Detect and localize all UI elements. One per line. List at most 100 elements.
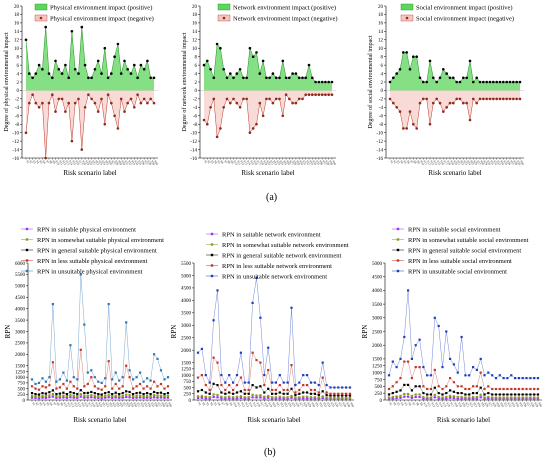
data-point <box>239 396 242 400</box>
data-point <box>232 388 235 392</box>
y-tick-label: 1250 <box>372 365 383 370</box>
data-point <box>494 396 498 399</box>
data-point <box>97 396 100 399</box>
series-line <box>203 43 332 83</box>
data-point <box>433 386 436 389</box>
x-tick-label: S25 <box>480 402 486 409</box>
y-tick-label: 3500 <box>181 312 192 317</box>
data-point <box>216 361 219 364</box>
data-point <box>290 387 293 390</box>
x-tick-label: S32 <box>318 402 324 409</box>
legend-label: RPN in suitable network environment <box>222 232 321 239</box>
data-point <box>73 68 77 71</box>
legend-label: RPN in general suitable physical environ… <box>37 248 157 255</box>
x-tick-label: S2 <box>28 160 33 165</box>
data-point <box>533 387 536 391</box>
y-tick-label: -14 <box>190 148 197 153</box>
data-point <box>475 101 479 105</box>
y-tick-label: 1250 <box>15 370 26 375</box>
data-point <box>204 374 207 377</box>
data-point <box>220 374 223 377</box>
data-point <box>464 396 467 399</box>
data-point <box>313 388 316 392</box>
y-tick-label: 5000 <box>15 285 26 290</box>
data-point <box>403 335 406 339</box>
data-point <box>106 76 110 80</box>
x-tick-label: S3 <box>210 160 215 165</box>
x-tick-label: S11 <box>66 402 72 409</box>
data-point <box>93 396 96 399</box>
data-point <box>62 391 65 394</box>
x-tick-label: S2 <box>201 402 206 407</box>
data-point <box>215 135 219 139</box>
data-point <box>324 80 327 84</box>
x-tick-label: S12 <box>69 402 75 409</box>
data-point <box>125 395 128 399</box>
x-tick-label: S27 <box>122 402 128 409</box>
data-point <box>251 351 254 354</box>
data-point <box>442 68 445 71</box>
y-tick-label: 250 <box>184 393 192 398</box>
y-tick-label: 16 <box>378 22 384 27</box>
x-tick-label: S29 <box>129 402 135 409</box>
legend-label: RPN in less suitable physical environmen… <box>37 258 148 265</box>
data-point <box>290 306 293 309</box>
data-point <box>462 76 465 80</box>
legend-marker <box>210 274 214 278</box>
data-point <box>294 72 298 75</box>
data-point <box>330 80 334 84</box>
x-tick-label: S17 <box>442 160 448 167</box>
y-tick-label: 18 <box>14 13 20 18</box>
x-tick-label: S1 <box>31 402 36 407</box>
y-axis-title: Degree of network environmental impact <box>181 32 188 131</box>
x-tick-label: S18 <box>446 160 452 167</box>
y-tick-label: 5500 <box>15 273 26 278</box>
data-point <box>286 392 289 395</box>
data-point <box>76 393 79 396</box>
data-point <box>422 366 425 369</box>
x-tick-label: S35 <box>150 402 156 409</box>
x-tick-label: S24 <box>476 402 482 409</box>
data-point <box>462 101 465 105</box>
data-point <box>290 364 293 367</box>
x-tick-label: S1 <box>203 160 208 165</box>
x-tick-label: S7 <box>52 402 57 407</box>
data-point <box>86 391 89 394</box>
x-tick-label: S5 <box>213 402 218 407</box>
data-point <box>510 393 513 396</box>
legend-label: Social environment impact (negative) <box>416 16 514 23</box>
data-point <box>72 376 75 379</box>
x-tick-label: S30 <box>499 402 505 409</box>
data-point <box>341 394 344 397</box>
legend-marker <box>25 238 29 241</box>
data-point <box>306 384 309 387</box>
data-point <box>433 316 436 319</box>
data-point <box>62 371 65 374</box>
data-point <box>83 385 86 388</box>
x-tick-label: S32 <box>507 402 513 409</box>
data-point <box>47 101 51 105</box>
data-point <box>449 394 452 397</box>
data-point <box>142 395 145 398</box>
data-point <box>502 377 505 380</box>
y-tick-label: 1000 <box>372 371 383 376</box>
x-tick-label: S27 <box>487 402 493 409</box>
data-point <box>432 101 435 105</box>
data-point <box>30 394 34 397</box>
data-point <box>387 393 391 396</box>
data-point <box>126 68 129 71</box>
data-point <box>60 97 64 101</box>
x-tick-label: S33 <box>130 160 136 167</box>
data-point <box>159 396 163 399</box>
x-tick-label: S35 <box>137 160 143 167</box>
data-point <box>212 356 215 359</box>
data-point <box>510 387 513 391</box>
data-point <box>128 390 131 394</box>
data-point <box>265 76 268 80</box>
x-tick-label: S16 <box>74 160 80 167</box>
data-point <box>212 393 215 396</box>
data-point <box>468 393 471 396</box>
x-tick-label: S24 <box>466 160 472 167</box>
y-tick-label: 2 <box>381 81 384 86</box>
series-line <box>197 394 350 398</box>
